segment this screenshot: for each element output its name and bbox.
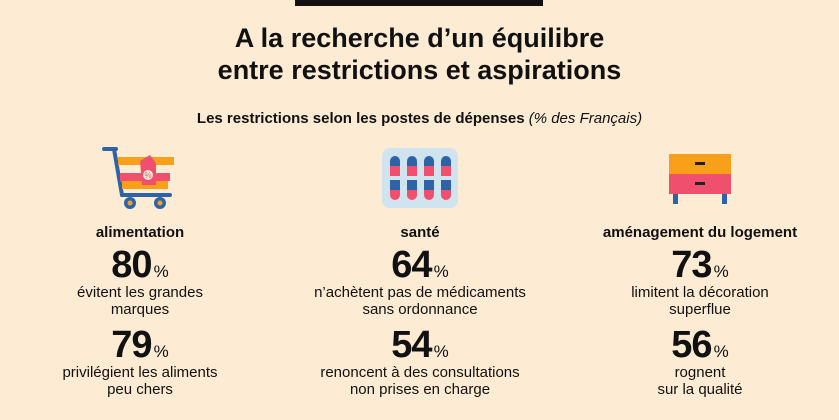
stat-unit: % [433, 342, 449, 361]
drawer-cabinet-icon [560, 140, 839, 216]
column-amenagement: aménagement du logement 73% limitent la … [560, 140, 839, 398]
stat-block: 73% limitent la décoration superflue [560, 246, 839, 318]
stat-value: 73 [671, 244, 712, 286]
stat-description-line: non prises en charge [349, 381, 491, 398]
stat-value: 56 [671, 324, 712, 366]
stat-value: 80 [111, 244, 152, 286]
pill-pack-icon [280, 140, 560, 216]
subtitle: Les restrictions selon les postes de dép… [0, 110, 839, 127]
stat-unit: % [713, 342, 729, 361]
stat-description-line: limitent la décoration [631, 284, 769, 301]
svg-text:%: % [144, 171, 151, 180]
category-label: alimentation [95, 224, 185, 241]
stat-description: privilégient les aliments peu chers [10, 364, 270, 398]
subtitle-main: Les restrictions selon les postes de dép… [196, 110, 525, 127]
category-label: aménagement du logement [602, 224, 798, 241]
page-title: A la recherche d’un équilibre entre rest… [0, 22, 839, 86]
stat-description-line: privilégient les aliments [62, 364, 218, 381]
stat-description: limitent la décoration superflue [570, 284, 830, 318]
stat-description-line: peu chers [107, 381, 173, 398]
stat-value: 79 [111, 324, 152, 366]
stat-value: 54 [391, 324, 432, 366]
stat-description-line: marques [110, 301, 170, 318]
title-line-1: A la recherche d’un équilibre [234, 23, 605, 53]
stat-description: rognent sur la qualité [570, 364, 830, 398]
stat-description-line: rognent [674, 364, 726, 381]
top-accent-bar [295, 0, 543, 6]
stat-description-line: renoncent à des consultations [320, 364, 520, 381]
stat-unit: % [153, 342, 169, 361]
subtitle-note: (% des Français) [528, 110, 643, 127]
stat-description-line: évitent les grandes [77, 284, 203, 301]
category-label: santé [400, 224, 440, 241]
stat-description-line: sans ordonnance [362, 301, 478, 318]
stat-unit: % [153, 262, 169, 281]
stat-description: renoncent à des consultations non prises… [290, 364, 550, 398]
stat-description-line: superflue [669, 301, 731, 318]
stat-description-line: n’achètent pas de médicaments [314, 284, 526, 301]
title-line-2: entre restrictions et aspirations [217, 55, 622, 85]
stat-unit: % [713, 262, 729, 281]
stat-block: 80% évitent les grandes marques [0, 246, 280, 318]
stat-block: 56% rognent sur la qualité [560, 326, 839, 398]
stat-block: 54% renoncent à des consultations non pr… [280, 326, 560, 398]
stat-value: 64 [391, 244, 432, 286]
shopping-cart-icon: % [0, 140, 280, 216]
column-alimentation: % alimentation 80% évitent les grandes m… [0, 140, 280, 398]
stat-description: évitent les grandes marques [10, 284, 270, 318]
stat-unit: % [433, 262, 449, 281]
stat-block: 79% privilégient les aliments peu chers [0, 326, 280, 398]
stat-block: 64% n’achètent pas de médicaments sans o… [280, 246, 560, 318]
column-sante: santé 64% n’achètent pas de médicaments … [280, 140, 560, 398]
stat-description: n’achètent pas de médicaments sans ordon… [290, 284, 550, 318]
stat-description-line: sur la qualité [657, 381, 743, 398]
